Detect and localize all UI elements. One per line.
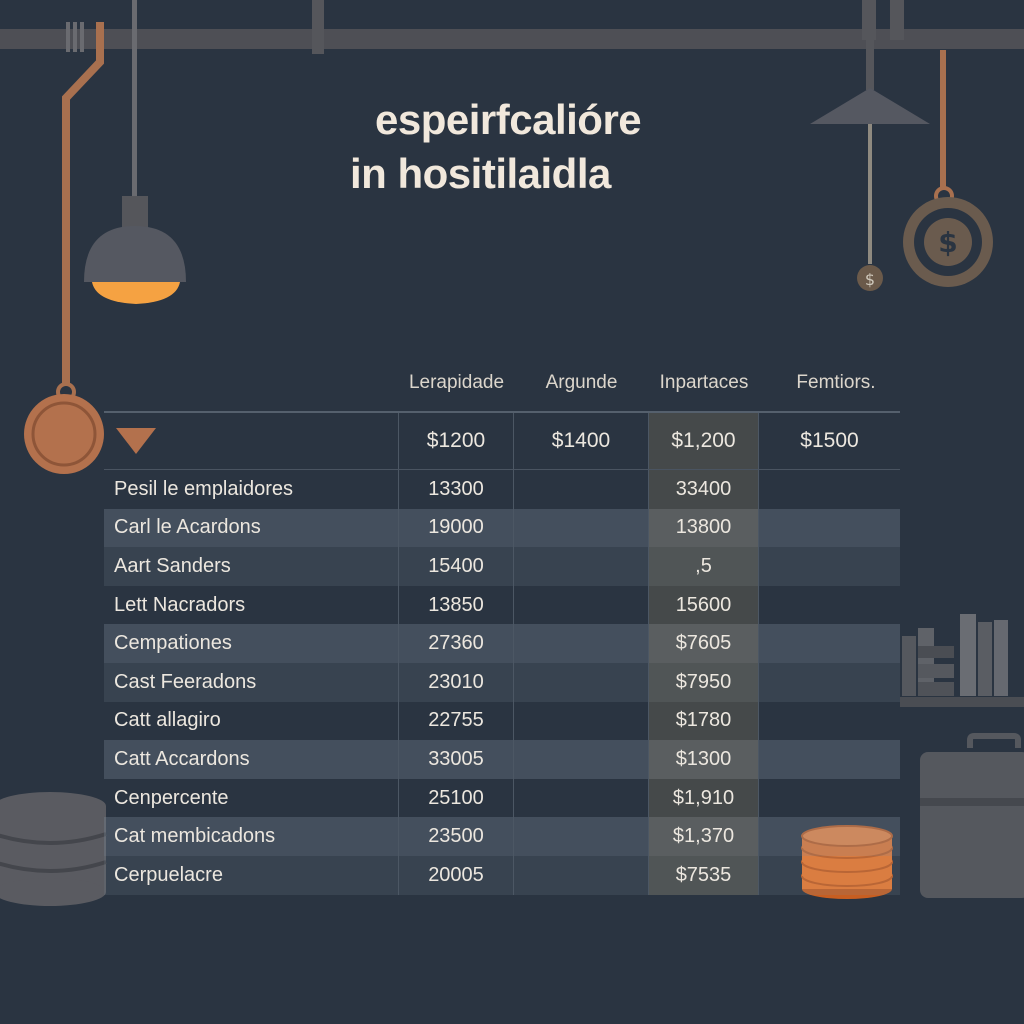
row-empty-cell <box>514 508 649 548</box>
row-name: Carl le Acardons <box>104 508 399 548</box>
column-header-2[interactable]: Argunde <box>545 372 618 393</box>
row-value: $1300 <box>649 740 759 779</box>
row-value: ,5 <box>649 547 759 586</box>
row-value: $7535 <box>649 855 759 895</box>
table-row[interactable]: Carl le Acardons 19000 13800 <box>104 508 900 548</box>
row-empty-cell <box>514 740 649 779</box>
table-row[interactable]: Catt Accardons 33005 $1300 <box>104 740 900 779</box>
table-header-row: $1200 $1400 $1,200 $1500 <box>104 411 900 470</box>
row-empty-cell <box>514 470 649 509</box>
row-empty-cell <box>514 662 649 702</box>
data-table: $1200 $1400 $1,200 $1500 Pesil le emplai… <box>104 411 900 895</box>
row-value: 13850 <box>399 585 514 625</box>
table-row[interactable]: Aart Sanders 15400 ,5 <box>104 547 900 586</box>
row-empty-cell <box>514 778 649 818</box>
table-row[interactable]: Cerpuelacre 20005 $7535 <box>104 855 900 895</box>
hanging-shade-icon: $ <box>810 40 930 291</box>
dollar-coin-icon: $ <box>903 50 993 287</box>
row-empty-cell <box>514 624 649 663</box>
svg-text:$: $ <box>938 226 957 259</box>
coin-stack-icon <box>801 825 893 899</box>
row-name: Catt allagiro <box>104 701 399 741</box>
row-name: Aart Sanders <box>104 547 399 586</box>
row-empty-cell <box>514 855 649 895</box>
page-title-line-1: espeirfcalióre <box>375 96 642 143</box>
row-value: $1,370 <box>649 817 759 856</box>
table-row[interactable]: Cenpercente 25100 $1,910 <box>104 778 900 818</box>
header-value-1: $1200 <box>399 413 514 469</box>
row-empty-cell <box>759 856 900 895</box>
row-empty-cell <box>759 470 900 509</box>
ceiling-pipe-icon <box>0 0 1024 54</box>
row-value: $7605 <box>649 624 759 663</box>
column-header-4[interactable]: Femtiors. <box>796 372 876 393</box>
copper-pan-icon <box>24 22 104 474</box>
row-empty-cell <box>759 779 900 818</box>
table-row[interactable]: Lett Nacradors 13850 15600 <box>104 585 900 625</box>
row-value: 33005 <box>399 740 514 779</box>
row-name: Catt Accardons <box>104 740 399 779</box>
row-empty-cell <box>759 624 900 663</box>
row-value: $7950 <box>649 662 759 702</box>
bookshelf-icon <box>900 614 1024 707</box>
row-empty-cell <box>514 547 649 586</box>
row-name: Pesil le emplaidores <box>104 470 399 509</box>
row-empty-cell <box>514 817 649 856</box>
database-stack-icon <box>0 792 107 906</box>
row-value: 25100 <box>399 778 514 818</box>
row-name: Cast Feeradons <box>104 662 399 702</box>
row-name: Cempationes <box>104 624 399 663</box>
row-value: 23010 <box>399 662 514 702</box>
table-row[interactable]: Cempationes 27360 $7605 <box>104 624 900 663</box>
header-value-3: $1,200 <box>649 413 759 469</box>
svg-text:$: $ <box>865 270 875 289</box>
row-value: 20005 <box>399 855 514 895</box>
filter-dropdown[interactable] <box>104 413 399 469</box>
row-name: Cerpuelacre <box>104 855 399 895</box>
row-name: Cenpercente <box>104 778 399 818</box>
row-value: $1780 <box>649 701 759 741</box>
row-value: 15600 <box>649 585 759 625</box>
row-value: 22755 <box>399 701 514 741</box>
row-value: 13800 <box>649 508 759 548</box>
header-value-2: $1400 <box>514 413 649 469</box>
table-row[interactable]: Pesil le emplaidores 13300 33400 <box>104 470 900 509</box>
row-empty-cell <box>759 663 900 702</box>
caret-down-icon[interactable] <box>116 428 156 454</box>
row-value: 15400 <box>399 547 514 586</box>
row-value: 23500 <box>399 817 514 856</box>
row-name: Lett Nacradors <box>104 585 399 625</box>
row-empty-cell <box>759 586 900 625</box>
row-empty-cell <box>759 547 900 586</box>
header-value-4: $1500 <box>800 429 859 452</box>
table-row[interactable]: Cast Feeradons 23010 $7950 <box>104 662 900 702</box>
row-empty-cell <box>759 740 900 779</box>
row-value: $1,910 <box>649 778 759 818</box>
column-header-1[interactable]: Lerapidade <box>408 372 505 393</box>
table-row[interactable]: Catt allagiro 22755 $1780 <box>104 701 900 741</box>
page-title-line-2: in hositilaidla <box>350 150 611 197</box>
briefcase-icon <box>920 733 1024 898</box>
table-row[interactable]: Cat membicadons 23500 $1,370 <box>104 817 900 856</box>
row-value: 13300 <box>399 470 514 509</box>
row-empty-cell <box>759 817 900 856</box>
row-value: 19000 <box>399 508 514 548</box>
row-empty-cell <box>514 585 649 625</box>
pendant-lamp-icon <box>84 0 186 304</box>
row-empty-cell <box>759 702 900 741</box>
row-value: 33400 <box>649 470 759 509</box>
row-empty-cell <box>759 509 900 548</box>
column-header-3[interactable]: Inpartaces <box>659 372 749 393</box>
row-value: 27360 <box>399 624 514 663</box>
row-name: Cat membicadons <box>104 817 399 856</box>
row-empty-cell <box>514 701 649 741</box>
